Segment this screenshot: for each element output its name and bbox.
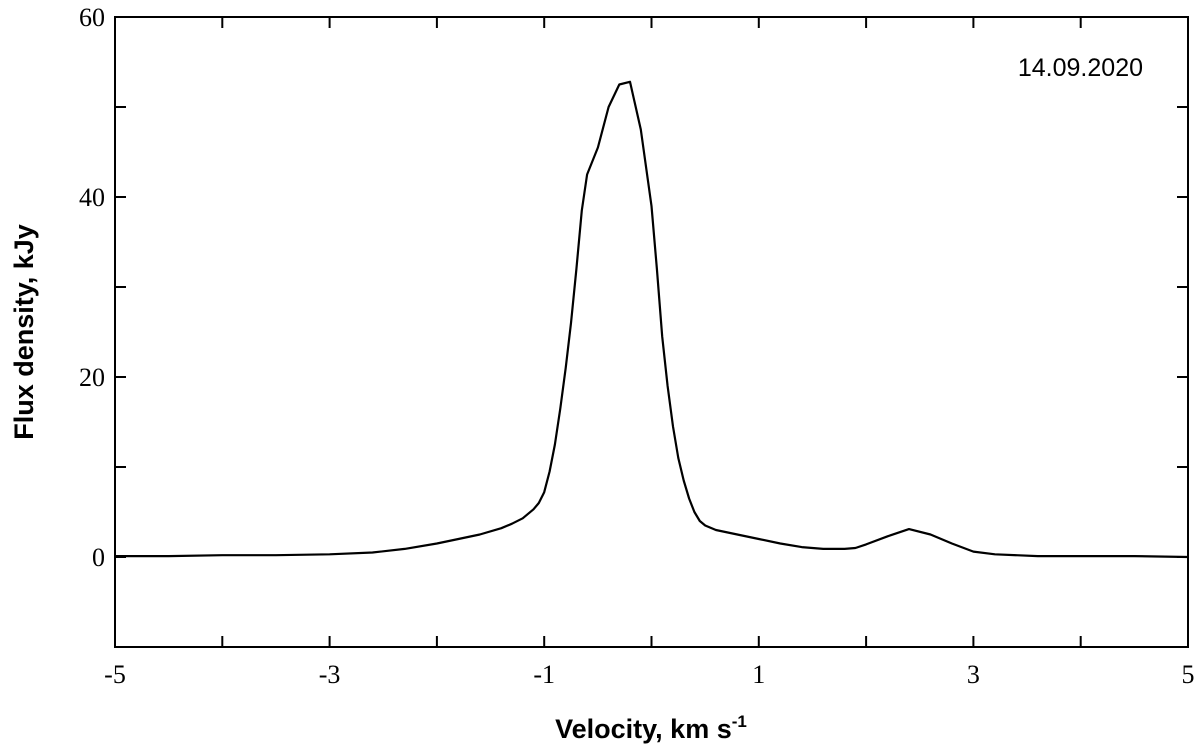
annotation-date: 14.09.2020 bbox=[1018, 54, 1143, 82]
plot-frame bbox=[114, 16, 1189, 648]
x-axis-title-main: Velocity, km s bbox=[555, 714, 732, 744]
axis-ticks bbox=[114, 16, 1189, 648]
x-tick-label: 3 bbox=[967, 660, 980, 689]
x-axis-title: Velocity, km s-1 bbox=[555, 712, 747, 744]
axis-tick-labels: -5 -3 -1 1 3 5 0 20 40 60 bbox=[79, 3, 1195, 689]
y-tick-label: 0 bbox=[92, 543, 105, 572]
y-axis-title: Flux density, kJy bbox=[9, 224, 39, 440]
series-line bbox=[115, 80, 1189, 559]
y-tick-label: 20 bbox=[79, 363, 105, 392]
x-tick-label: 5 bbox=[1182, 660, 1195, 689]
x-axis-title-superscript: -1 bbox=[732, 712, 747, 731]
x-tick-label: 1 bbox=[752, 660, 765, 689]
x-tick-label: -5 bbox=[104, 660, 126, 689]
x-tick-label: -3 bbox=[319, 660, 341, 689]
y-tick-label: 40 bbox=[79, 183, 105, 212]
y-tick-label: 60 bbox=[79, 3, 105, 32]
x-tick-label: -1 bbox=[533, 660, 555, 689]
